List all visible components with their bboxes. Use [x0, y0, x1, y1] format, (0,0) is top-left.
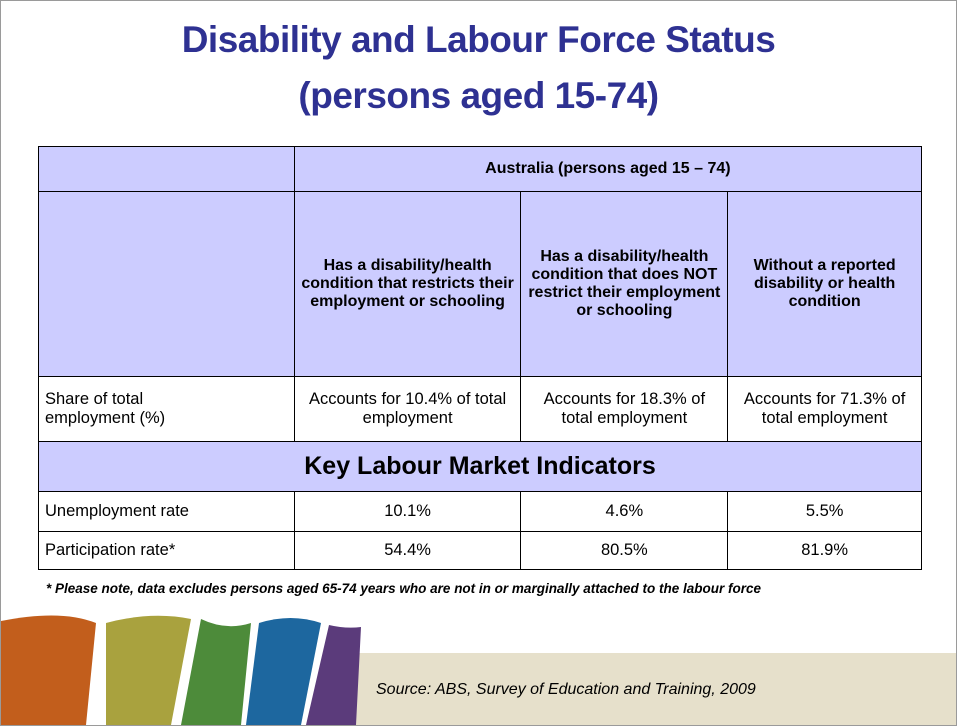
column-header: Has a disability/health condition that d…: [520, 191, 729, 377]
band: [341, 653, 956, 725]
stripe: [106, 615, 191, 725]
title-line: Disability and Labour Force Status: [181, 19, 776, 60]
table: Australia (persons aged 15 – 74) Has a d…: [38, 146, 923, 570]
decoration: [1, 615, 956, 725]
row-label: Participation rate*: [38, 531, 295, 570]
stripe: [1, 615, 96, 725]
cell: Accounts for 71.3% of total employment: [727, 376, 922, 442]
row-label-cell: Share of total employment (%): [38, 376, 295, 442]
row-label: Unemployment rate: [38, 491, 295, 532]
title-line: (persons aged 15-74): [298, 75, 659, 116]
blank-cell: [38, 191, 295, 377]
source: Source: ABS, Survey of Education and Tra…: [376, 681, 756, 698]
cell: 4.6%: [520, 491, 729, 532]
note: * Please note, data excludes persons age…: [46, 581, 761, 596]
cell: 10.1%: [293, 491, 522, 532]
column-header: Has a disability/health condition that r…: [293, 191, 522, 377]
cell: 81.9%: [727, 531, 922, 570]
cell: Accounts for 18.3% of total employment: [520, 376, 729, 442]
stripe: [246, 618, 321, 725]
blank-cell: [38, 146, 295, 192]
stripe: [306, 625, 361, 725]
cell: Accounts for 10.4% of total employment: [293, 376, 522, 442]
cell: 54.4%: [293, 531, 522, 570]
group-header: Australia (persons aged 15 – 74): [293, 146, 923, 192]
section-header: Key Labour Market Indicators: [38, 441, 922, 492]
column-header: Without a reported disability or health …: [727, 191, 922, 377]
row-label: Share of total employment (%): [45, 390, 166, 427]
cell: 5.5%: [727, 491, 922, 532]
stripe: [181, 619, 251, 725]
cell: 80.5%: [520, 531, 729, 570]
